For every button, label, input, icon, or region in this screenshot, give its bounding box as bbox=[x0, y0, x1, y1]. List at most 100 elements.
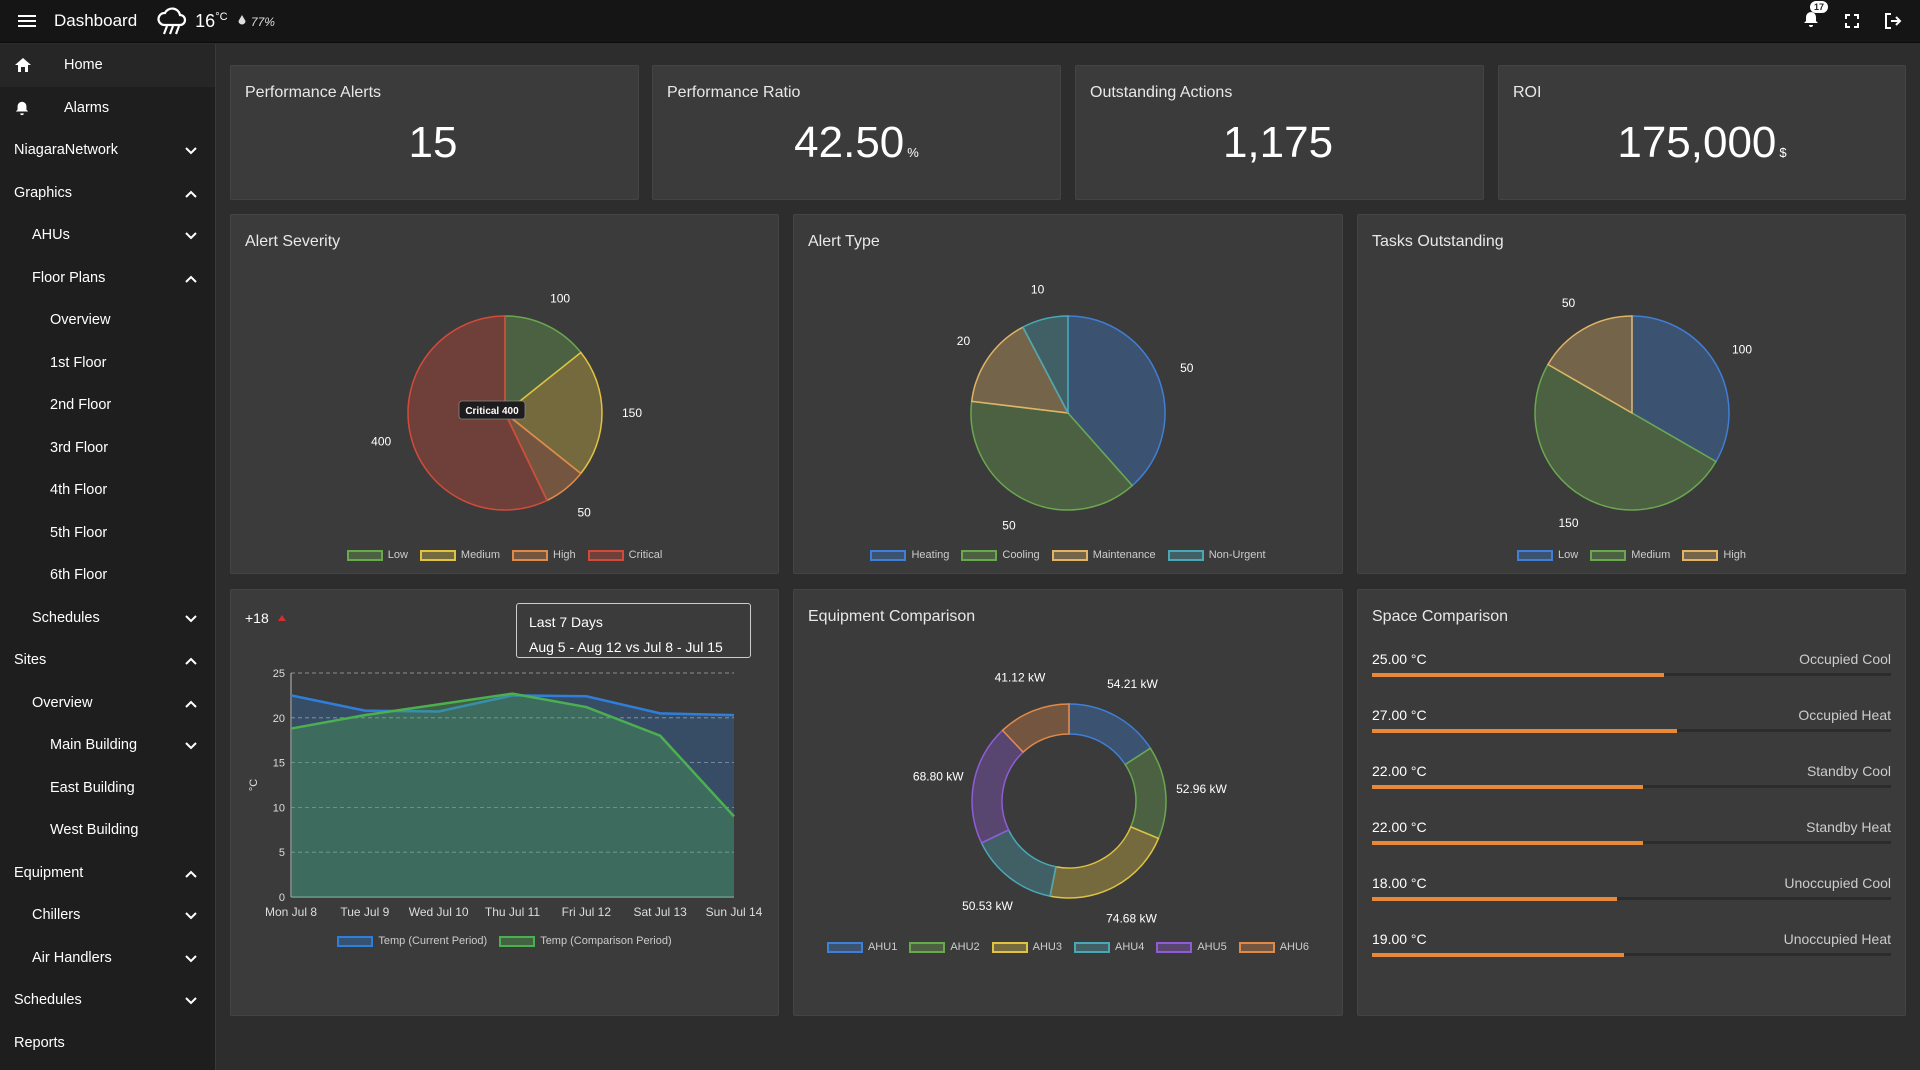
sidebar-item-overview[interactable]: Overview bbox=[0, 682, 215, 725]
sidebar-item-4th-floor[interactable]: 4th Floor bbox=[0, 469, 215, 512]
legend-swatch bbox=[826, 941, 863, 953]
sidebar-item-west-building[interactable]: West Building bbox=[0, 809, 215, 852]
legend-item-low[interactable]: Low bbox=[346, 549, 408, 561]
kpi-performance-alerts[interactable]: Performance Alerts 15 bbox=[230, 65, 639, 200]
legend-item-ahu2[interactable]: AHU2 bbox=[909, 941, 980, 953]
equipment-comparison-card: Equipment Comparison 54.21 kW 52.96 kW 74.… bbox=[793, 589, 1343, 1016]
kpi-outstanding-actions[interactable]: Outstanding Actions 1,175 bbox=[1075, 65, 1484, 200]
page-title: Dashboard bbox=[54, 11, 138, 30]
legend-item-critical[interactable]: Critical bbox=[587, 549, 662, 561]
chevron-down-icon[interactable] bbox=[185, 951, 197, 967]
kpi-value: 15 bbox=[408, 118, 458, 167]
pie-slice-ahu6[interactable] bbox=[1001, 703, 1070, 754]
sidebar-item-sites[interactable]: Sites bbox=[0, 639, 215, 682]
pie-slice-medium[interactable] bbox=[503, 351, 603, 475]
legend-item-high[interactable]: High bbox=[512, 549, 576, 561]
sidebar-item-home[interactable]: Home bbox=[0, 44, 215, 87]
chevron-up-icon[interactable] bbox=[185, 186, 197, 202]
sidebar-item-graphics[interactable]: Graphics bbox=[0, 172, 215, 215]
legend-item-medium[interactable]: Medium bbox=[1590, 549, 1670, 561]
sidebar-item-1st-floor[interactable]: 1st Floor bbox=[0, 342, 215, 385]
legend-item-ahu4[interactable]: AHU4 bbox=[1074, 941, 1144, 953]
pie-slice-ahu2[interactable] bbox=[1124, 747, 1167, 840]
legend-item-temp-comparison-period[interactable]: Temp (Comparison Period) bbox=[499, 935, 672, 947]
date-range-picker[interactable]: Last 7 Days Aug 5 - Aug 12 vs Jul 8 - Ju… bbox=[516, 603, 751, 658]
legend-item-temp-current-period[interactable]: Temp (Current Period) bbox=[337, 935, 487, 947]
pie-slice-non-urgent[interactable] bbox=[1021, 315, 1069, 414]
legend-item-maintenance[interactable]: Maintenance bbox=[1051, 549, 1156, 561]
equipment-comparison-chart: 54.21 kW 52.96 kW 74.68 kW 50.53 kW 68.80 kW… bbox=[913, 670, 1228, 925]
sidebar-item-schedules[interactable]: Schedules bbox=[0, 597, 215, 640]
sidebar-item-air-handlers[interactable]: Air Handlers bbox=[0, 937, 215, 980]
sidebar-item-ahus[interactable]: AHUs bbox=[0, 214, 215, 257]
sidebar-item-overview[interactable]: Overview bbox=[0, 299, 215, 342]
menu-icon[interactable] bbox=[18, 15, 48, 27]
legend-swatch bbox=[1590, 549, 1627, 561]
legend-item-ahu6[interactable]: AHU6 bbox=[1238, 941, 1309, 953]
slice-label: 400 bbox=[371, 434, 391, 448]
pie-slice-medium[interactable] bbox=[1534, 363, 1718, 511]
legend-item-ahu1[interactable]: AHU1 bbox=[826, 941, 897, 953]
legend-item-medium[interactable]: Medium bbox=[419, 549, 500, 561]
kpi-roi[interactable]: ROI 175,000 $ bbox=[1498, 65, 1906, 200]
legend-item-non-urgent[interactable]: Non-Urgent bbox=[1167, 549, 1266, 561]
space-name: Occupied Heat bbox=[1798, 707, 1891, 723]
legend-item-low[interactable]: Low bbox=[1517, 549, 1578, 561]
fullscreen-icon[interactable] bbox=[1844, 13, 1860, 29]
sidebar-item-niagaranetwork[interactable]: NiagaraNetwork bbox=[0, 129, 215, 172]
notification-badge: 17 bbox=[1810, 0, 1829, 13]
chart-legend: Low Medium High Critical bbox=[231, 549, 778, 561]
legend-label: AHU5 bbox=[1197, 941, 1227, 953]
space-bar-fill bbox=[1372, 897, 1618, 901]
legend-item-high[interactable]: High bbox=[1682, 549, 1746, 561]
sidebar-item-2nd-floor[interactable]: 2nd Floor bbox=[0, 384, 215, 427]
legend-swatch bbox=[419, 549, 456, 561]
pie-slice-high[interactable] bbox=[1546, 315, 1633, 415]
chevron-down-icon[interactable] bbox=[185, 143, 197, 159]
sidebar-item-5th-floor[interactable]: 5th Floor bbox=[0, 512, 215, 555]
weather-widget: 16°C 77% bbox=[155, 6, 275, 36]
sidebar-item-3rd-floor[interactable]: 3rd Floor bbox=[0, 427, 215, 470]
y-tick-label: 20 bbox=[273, 713, 285, 725]
card-title: Alert Severity bbox=[245, 233, 341, 250]
legend-item-ahu5[interactable]: AHU5 bbox=[1156, 941, 1227, 953]
pie-slice-low[interactable] bbox=[1631, 315, 1730, 463]
legend-item-cooling[interactable]: Cooling bbox=[961, 549, 1040, 561]
pie-slice-ahu4[interactable] bbox=[980, 828, 1057, 898]
sidebar-item-east-building[interactable]: East Building bbox=[0, 767, 215, 810]
sidebar-item-main-building[interactable]: Main Building bbox=[0, 724, 215, 767]
sidebar-item-floor-plans[interactable]: Floor Plans bbox=[0, 257, 215, 300]
legend-label: High bbox=[1723, 549, 1746, 561]
pie-slice-maintenance[interactable] bbox=[970, 326, 1070, 414]
logout-icon[interactable] bbox=[1884, 12, 1902, 30]
notifications-button[interactable]: 17 bbox=[1802, 0, 1829, 33]
legend-label: Low bbox=[387, 549, 408, 561]
chevron-down-icon[interactable] bbox=[185, 228, 197, 244]
chevron-down-icon[interactable] bbox=[185, 993, 197, 1009]
legend-item-ahu3[interactable]: AHU3 bbox=[991, 941, 1062, 953]
sidebar-item-reports[interactable]: Reports bbox=[0, 1022, 215, 1065]
sidebar-item-equipment[interactable]: Equipment bbox=[0, 852, 215, 895]
chevron-down-icon[interactable] bbox=[185, 908, 197, 924]
chart-tooltip: Critical 400 bbox=[458, 400, 526, 420]
chevron-up-icon[interactable] bbox=[185, 271, 197, 287]
chevron-up-icon[interactable] bbox=[185, 866, 197, 882]
sidebar-item-alarms[interactable]: Alarms bbox=[0, 87, 215, 130]
legend-item-heating[interactable]: Heating bbox=[870, 549, 949, 561]
pie-slice-ahu5[interactable] bbox=[971, 729, 1025, 844]
legend-label: AHU3 bbox=[1032, 941, 1062, 953]
chevron-up-icon[interactable] bbox=[185, 696, 197, 712]
chevron-down-icon[interactable] bbox=[185, 611, 197, 627]
pie-slice-low[interactable] bbox=[504, 315, 582, 415]
series-line-temp-comparison-period[interactable] bbox=[290, 692, 735, 818]
pie-slice-cooling[interactable] bbox=[970, 400, 1134, 511]
sidebar-item-chillers[interactable]: Chillers bbox=[0, 894, 215, 937]
sidebar-item-schedules[interactable]: Schedules bbox=[0, 979, 215, 1022]
pie-slice-heating[interactable] bbox=[1067, 315, 1166, 487]
chevron-down-icon[interactable] bbox=[185, 738, 197, 754]
chevron-up-icon[interactable] bbox=[185, 653, 197, 669]
pie-slice-ahu3[interactable] bbox=[1049, 825, 1160, 899]
series-line-temp-current-period[interactable] bbox=[290, 694, 735, 717]
sidebar-item-6th-floor[interactable]: 6th Floor bbox=[0, 554, 215, 597]
kpi-performance-ratio[interactable]: Performance Ratio 42.50% bbox=[652, 65, 1061, 200]
